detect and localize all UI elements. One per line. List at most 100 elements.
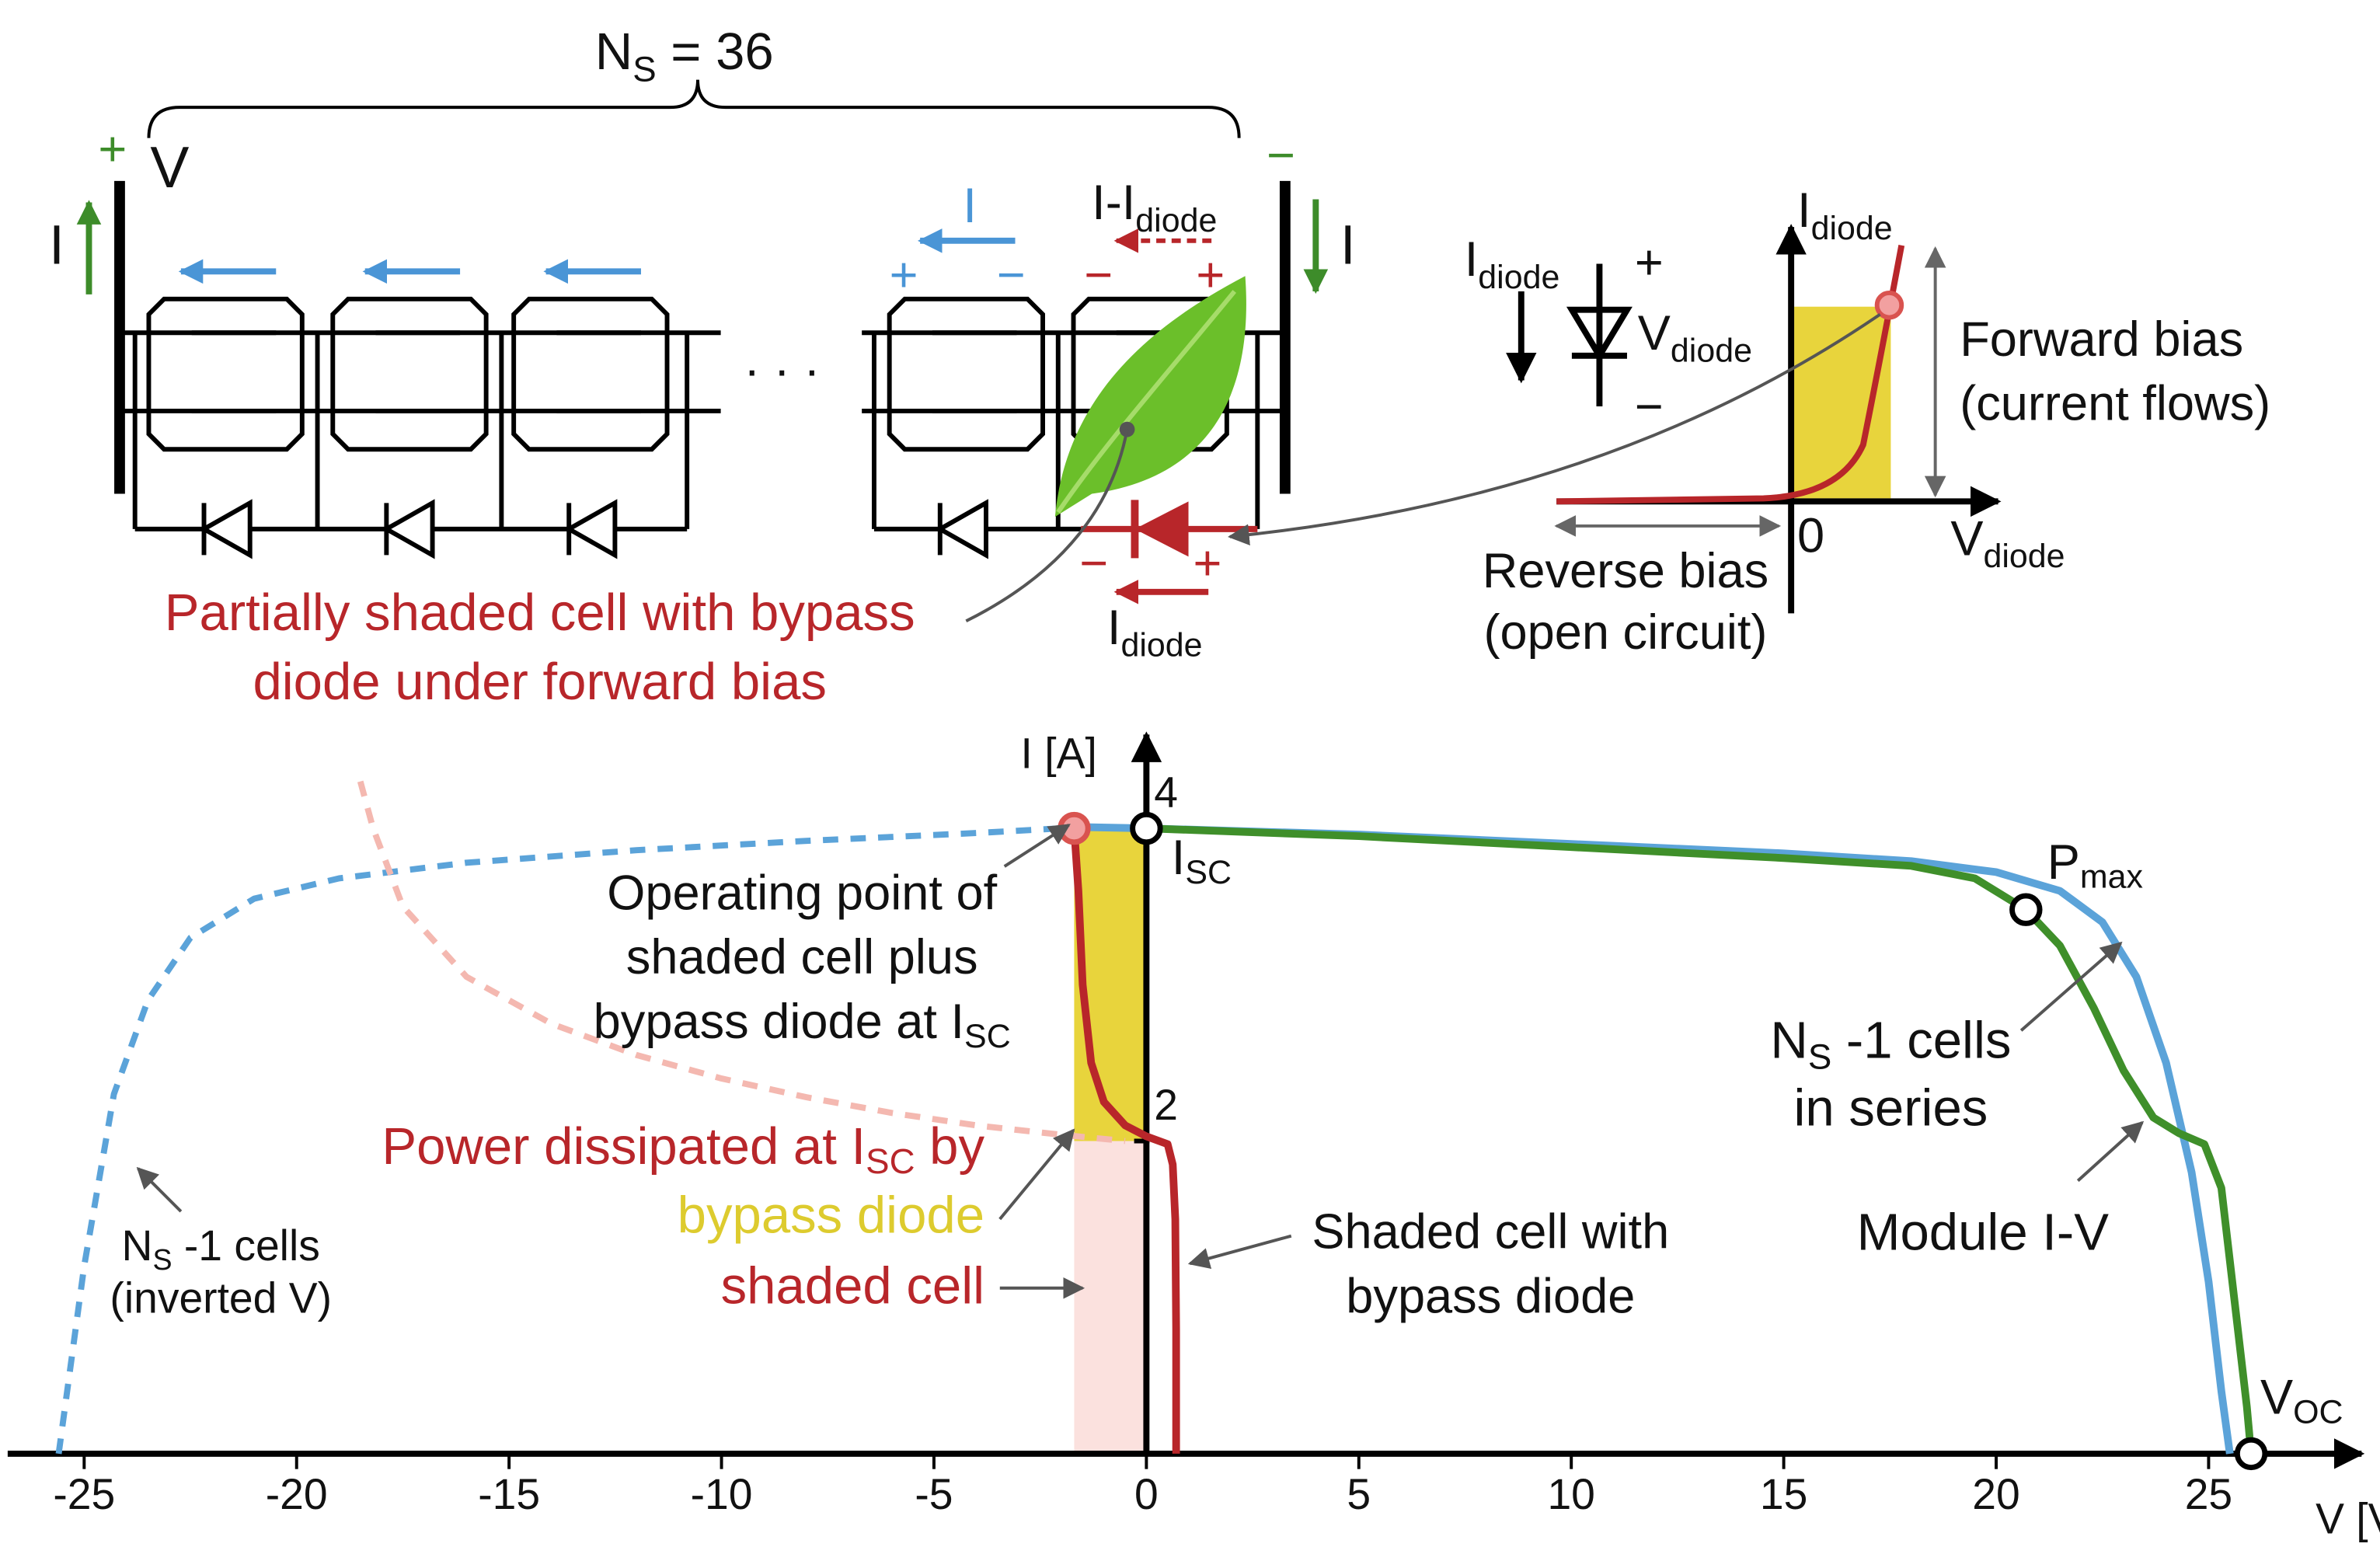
x-tick-label: 25 (2185, 1470, 2232, 1518)
label: N (595, 23, 632, 81)
minus: − (1635, 380, 1664, 434)
x-tick-label: -15 (478, 1470, 540, 1518)
reverse-label: (open circuit) (1484, 605, 1768, 660)
label: SC (1185, 854, 1232, 891)
iv-plot: -25 -20 -15 -10 -5 0 5 10 15 20 25 2 4 V [V] I [A] (7, 730, 2380, 1543)
label: diode (1135, 202, 1217, 239)
diode-current: Idiode (1107, 601, 1203, 664)
label: SC (964, 1018, 1011, 1055)
note: NS -1 cells (1770, 1012, 2011, 1077)
x-tick-label: -25 (53, 1470, 115, 1518)
x-axis-label: V [V] (2316, 1495, 2380, 1543)
cell-count: NS = 36 (595, 23, 774, 89)
plus: + (98, 122, 127, 176)
branch-current: I-Idiode (1092, 176, 1217, 239)
x-tick-label: 20 (1972, 1470, 2019, 1518)
leaf-vein (1056, 290, 1237, 514)
label: I (1107, 601, 1121, 655)
plus: + (1193, 536, 1221, 591)
caption: Partially shaded cell with bypass (165, 584, 915, 642)
label: Power dissipated at I (382, 1117, 866, 1176)
label: I-I (1092, 176, 1135, 230)
label: N (122, 1221, 153, 1270)
pointers (136, 824, 2145, 1299)
label: -1 cells (1831, 1012, 2011, 1070)
label: S (632, 50, 656, 89)
forward-label: (current flows) (1960, 377, 2270, 431)
minus: − (997, 248, 1026, 302)
symbol-voltage: Vdiode (1638, 306, 1752, 370)
label: S (1808, 1037, 1831, 1077)
brace (147, 79, 1241, 138)
note: Power dissipated at ISC by (382, 1117, 984, 1181)
label: diode (1984, 538, 2065, 575)
point (2009, 893, 2043, 926)
x-axis-label: Vdiode (1950, 511, 2065, 575)
label: V (2260, 1371, 2293, 1425)
y-tick-label: 2 (1154, 1081, 1178, 1129)
label: OC (2293, 1393, 2343, 1430)
current-label: I (963, 179, 977, 233)
reverse-label: Reverse bias (1483, 544, 1769, 598)
minus: − (1267, 128, 1295, 183)
label: diode (1478, 259, 1559, 296)
note: in series (1793, 1079, 1988, 1138)
label: diode (1811, 210, 1893, 247)
shaded-region (1074, 1141, 1147, 1454)
label: diode (1671, 333, 1752, 370)
label: SC (866, 1141, 915, 1181)
plus: + (890, 248, 918, 302)
series-line (357, 780, 1126, 1145)
note: shaded cell (721, 1257, 984, 1315)
circuit: NS = 36 + V − I I · · · I + − I-Idiode −… (49, 23, 1355, 711)
note: shaded cell plus (626, 930, 978, 984)
caption: diode under forward bias (253, 653, 827, 711)
note: bypass diode (1346, 1269, 1635, 1323)
x-tick-label: -20 (266, 1470, 328, 1518)
x-tick-label: 15 (1760, 1470, 1807, 1518)
label: N (1770, 1012, 1807, 1070)
note: bypass diode (678, 1186, 984, 1245)
label: S (152, 1243, 172, 1276)
minus: − (1079, 536, 1108, 591)
pointer (965, 429, 1129, 623)
label: P (2047, 835, 2080, 890)
series-line (1061, 823, 2234, 1455)
note: Operating point of (607, 866, 997, 920)
label: I (1465, 232, 1479, 287)
forward-label: Forward bias (1960, 312, 2243, 367)
label: V (1950, 511, 1983, 566)
label: bypass diode at I (594, 995, 964, 1049)
plot-annotations: ISC Pmax VOC Operating point of shaded c… (110, 824, 2343, 1431)
note: bypass diode at ISC (594, 995, 1011, 1055)
x-tick-label: 10 (1547, 1470, 1594, 1518)
label: V (1638, 306, 1671, 361)
label: -1 cells (172, 1221, 320, 1270)
label: max (2080, 859, 2143, 896)
series-line (55, 825, 1062, 1455)
point (2234, 1437, 2268, 1471)
x-tick-label: -5 (915, 1470, 953, 1518)
symbol-current: Idiode (1465, 232, 1560, 296)
point (1130, 811, 1163, 845)
x-tick-label: -10 (691, 1470, 753, 1518)
pointer (1228, 312, 1881, 545)
note: (inverted V) (110, 1274, 332, 1322)
label: = 36 (657, 23, 774, 81)
y-axis-label: Idiode (1797, 183, 1893, 247)
note: Module I-V (1857, 1203, 2110, 1261)
diode-symbol (1566, 263, 1633, 406)
minus: − (1084, 248, 1113, 302)
voltage-label: V (150, 134, 189, 200)
diode-inset: Idiode Idiode + Vdiode − Forward bias (c… (1228, 183, 2270, 660)
label: I (1797, 183, 1811, 238)
series-line (1146, 824, 2256, 1455)
current-label: I (49, 214, 64, 276)
operating-point (1874, 290, 1904, 320)
note: NS -1 cells (122, 1221, 320, 1276)
voc-label: VOC (2260, 1371, 2343, 1431)
blue-arrows (178, 228, 1016, 284)
y-tick-label: 4 (1154, 768, 1178, 816)
